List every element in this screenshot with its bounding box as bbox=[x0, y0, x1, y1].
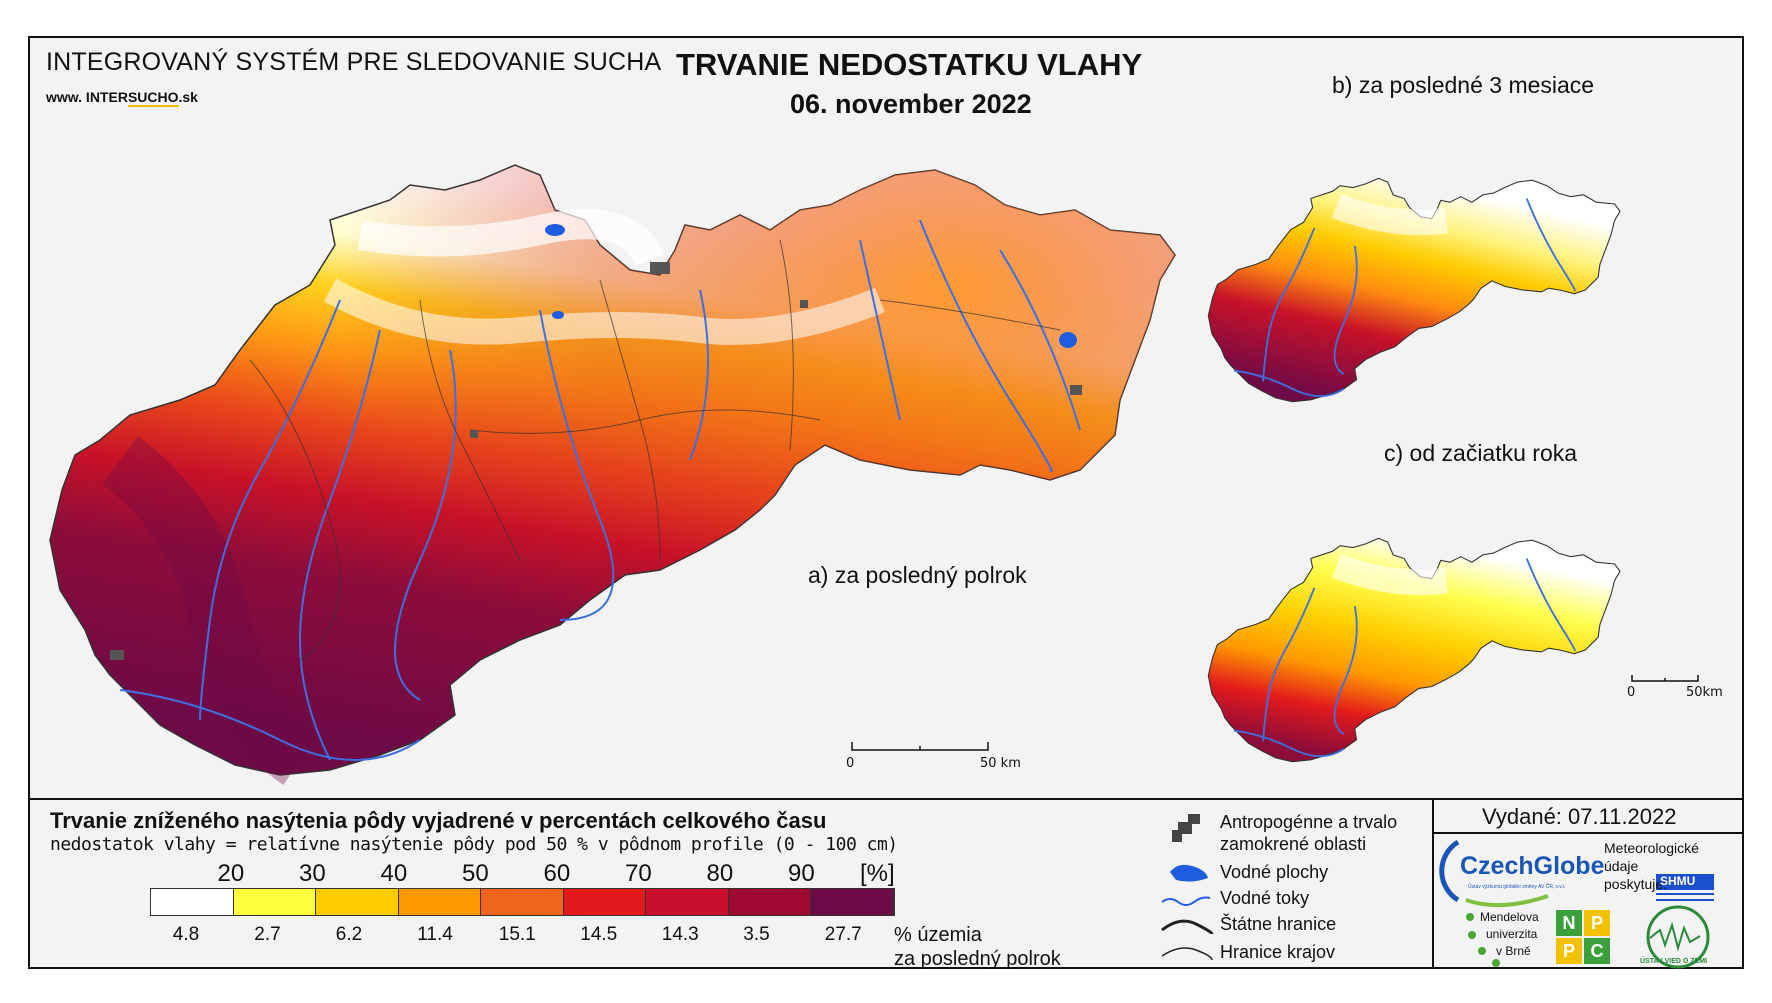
state-borders-label: Štátne hranice bbox=[1220, 914, 1337, 934]
color-scale-segment bbox=[563, 889, 646, 915]
issued-divider bbox=[1432, 832, 1742, 834]
mendel-dots bbox=[1466, 913, 1500, 967]
pct-unit-line2: za posledný polrok bbox=[894, 948, 1061, 970]
color-scale-segment bbox=[151, 889, 234, 915]
legend-tick-label: 40 bbox=[380, 860, 408, 887]
legend-tick-label: 90 bbox=[788, 860, 815, 887]
anthropogenic-label-line1: Antropogénne a trvalo bbox=[1220, 812, 1398, 832]
legend-percentage-value: 4.8 bbox=[172, 924, 200, 945]
mendel-line3: v Brně bbox=[1496, 944, 1531, 958]
scale-c-end-label: 50km bbox=[1686, 685, 1723, 700]
legend-percentage-value: 14.3 bbox=[661, 924, 699, 945]
map-a-label: a) za posledný polrok bbox=[808, 562, 1027, 588]
legend-title: Trvanie zníženého nasýtenia pôdy vyjadre… bbox=[50, 808, 827, 833]
color-scale-segment bbox=[728, 889, 811, 915]
legend-tick-label: 50 bbox=[462, 860, 489, 887]
map-c-label: c) od začiatku roka bbox=[1384, 440, 1578, 466]
rivers-label: Vodné toky bbox=[1220, 888, 1310, 908]
czechglobe-logo-mark bbox=[1439, 839, 1549, 908]
map-a-last-half-year bbox=[49, 164, 1176, 785]
legend-percentage-value: 6.2 bbox=[335, 924, 363, 945]
issued-date: Vydané: 07.11.2022 bbox=[1482, 804, 1677, 829]
legend-percentage-value: 11.4 bbox=[417, 924, 453, 945]
shmu-logo-mark bbox=[1656, 874, 1714, 901]
mendel-line2: univerzita bbox=[1486, 927, 1538, 941]
mendel-line1: Mendelova bbox=[1480, 910, 1539, 924]
ustav-logo: ÚSTAV VIED O ZEMI bbox=[1640, 958, 1708, 965]
color-scale-segment bbox=[316, 889, 399, 915]
map-c-since-start-of-year bbox=[1207, 537, 1621, 763]
region-border-symbol bbox=[1161, 947, 1213, 961]
scale-a-end-label: 50 km bbox=[980, 756, 1021, 771]
met-data-line1: Meteorologické bbox=[1604, 840, 1699, 856]
czechglobe-logo: CzechGlobe bbox=[1460, 852, 1605, 880]
scale-a-start-label: 0 bbox=[846, 756, 855, 771]
legend-tick-label: 20 bbox=[217, 860, 245, 887]
issued-box bbox=[1432, 800, 1742, 967]
nppc-letter: N bbox=[1556, 910, 1582, 936]
legend-tick-label: 70 bbox=[625, 860, 652, 887]
main-title: TRVANIE NEDOSTATKU VLAHY bbox=[676, 47, 1143, 82]
ustav-logo-mark bbox=[1646, 905, 1710, 969]
map-date: 06. november 2022 bbox=[790, 89, 1032, 119]
scale-bar-a bbox=[851, 742, 989, 751]
czechglobe-subtitle: Ústav výzkumu globální změny AV ČR, v.v.… bbox=[1468, 884, 1566, 890]
river-symbol bbox=[1161, 896, 1211, 906]
legend-tick-label: 30 bbox=[299, 860, 326, 887]
legend-subtitle: nedostatok vlahy = relatívne nasýtenie p… bbox=[50, 834, 898, 855]
map-b-last-3-months bbox=[1207, 177, 1621, 403]
nppc-letter: P bbox=[1584, 910, 1610, 936]
color-scale-bar bbox=[150, 888, 895, 916]
nppc-letter: C bbox=[1584, 938, 1610, 964]
website-link[interactable]: www. INTERSUCHO.sk bbox=[46, 89, 198, 107]
scale-bar-c bbox=[1631, 675, 1699, 682]
legend-percentage-value: 2.7 bbox=[254, 924, 281, 945]
water-bodies-label: Vodné plochy bbox=[1220, 862, 1329, 882]
legend-unit: [%] bbox=[860, 860, 895, 887]
met-data-line3: poskytuje: bbox=[1604, 876, 1668, 892]
shmu-logo: SHMU bbox=[1660, 874, 1696, 888]
color-scale-segment bbox=[481, 889, 564, 915]
met-data-line2: údaje bbox=[1604, 858, 1639, 874]
legend-divider bbox=[30, 798, 1742, 800]
legend-tick-label: 80 bbox=[706, 860, 734, 887]
legend-percentage-value: 3.5 bbox=[743, 924, 770, 945]
legend-percentage-value: 14.5 bbox=[580, 924, 618, 945]
color-scale-segment bbox=[398, 889, 481, 915]
nppc-letter: P bbox=[1556, 938, 1582, 964]
color-scale-segment bbox=[811, 889, 894, 915]
color-scale-segment bbox=[646, 889, 729, 915]
legend-percentage-value: 27.7 bbox=[824, 924, 862, 945]
scale-c-start-label: 0 bbox=[1627, 685, 1636, 700]
system-title: INTEGROVANÝ SYSTÉM PRE SLEDOVANIE SUCHA bbox=[46, 48, 662, 76]
legend-percentage-value: 15.1 bbox=[498, 924, 536, 945]
pct-unit-line1: % územia bbox=[894, 924, 982, 946]
state-border-symbol bbox=[1161, 919, 1214, 935]
water-body-symbol bbox=[1170, 864, 1208, 882]
map-b-label: b) za posledné 3 mesiace bbox=[1332, 72, 1595, 98]
anthropogenic-label-line2: zamokrené oblasti bbox=[1220, 834, 1367, 854]
region-borders-label: Hranice krajov bbox=[1220, 942, 1336, 962]
anthropogenic-symbol bbox=[1172, 814, 1200, 842]
color-scale-segment bbox=[233, 889, 316, 915]
legend-tick-label: 60 bbox=[543, 860, 571, 887]
